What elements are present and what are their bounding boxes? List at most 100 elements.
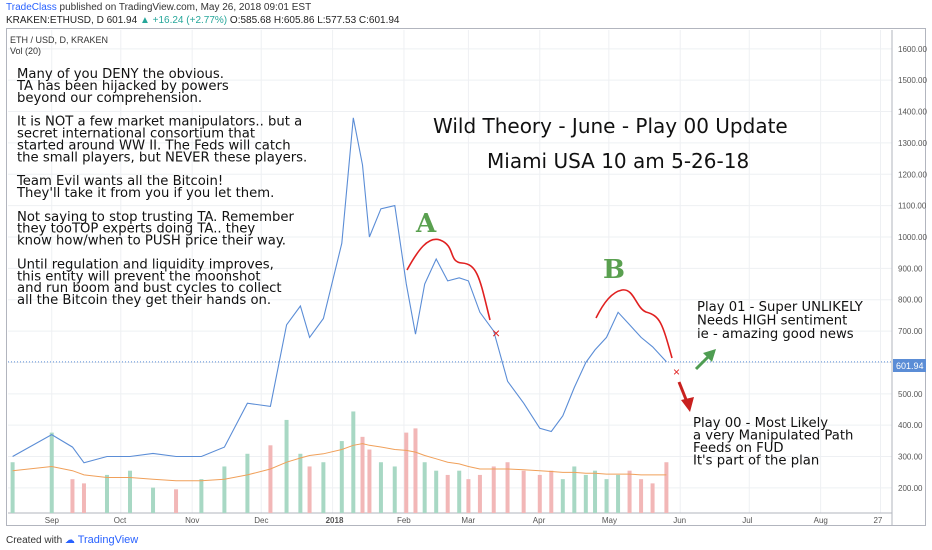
publish-info: TradeClass published on TradingView.com,… xyxy=(6,2,311,13)
volume-bar xyxy=(413,428,418,513)
commentary-text: Many of you DENY the obvious.TA has been… xyxy=(16,67,307,308)
price-line xyxy=(12,117,667,464)
footer: Created with ☁ TradingView xyxy=(6,534,138,546)
x-tick-label: Sep xyxy=(45,516,60,525)
y-tick-label: 400.00 xyxy=(898,421,923,430)
red-curve-a xyxy=(406,238,491,321)
y-tick-label: 300.00 xyxy=(898,453,923,462)
volume-bar xyxy=(457,470,462,513)
x-tick-label: Feb xyxy=(397,516,411,525)
volume-bar xyxy=(549,470,554,513)
y-tick-label: 800.00 xyxy=(898,296,923,305)
symbol-info: KRAKEN:ETHUSD, D 601.94 ▲ +16.24 (+2.77%… xyxy=(6,15,400,26)
annotation-line: a very Manipulated Path xyxy=(693,429,853,444)
volume-bar xyxy=(321,462,326,513)
volume-bars xyxy=(10,411,669,513)
volume-bar xyxy=(466,479,471,513)
last-price-marker xyxy=(893,359,926,372)
idea-title: Wild Theory - June - Play 00 Update xyxy=(433,114,788,138)
volume-bar xyxy=(604,479,609,513)
red-x-marker-b: × xyxy=(673,365,680,379)
idea-subtitle: Miami USA 10 am 5-26-18 xyxy=(487,149,749,173)
y-tick-label: 1500.00 xyxy=(898,76,927,85)
x-tick-label: Apr xyxy=(533,516,546,525)
y-tick-label: 1100.00 xyxy=(898,202,927,211)
annotation-line: It is NOT a few market manipulators.. bu… xyxy=(17,115,302,130)
volume-bar xyxy=(70,479,75,513)
volume-bar xyxy=(307,466,312,513)
volume-bar xyxy=(477,474,482,513)
volume-bar xyxy=(616,474,621,513)
legend-volume: Vol (20) xyxy=(10,46,41,56)
volume-bar xyxy=(378,462,383,513)
annotation-line: this entity will prevent the moonshot xyxy=(17,269,261,284)
x-tick-label: May xyxy=(602,516,617,525)
y-tick-label: 1400.00 xyxy=(898,108,927,117)
volume-bar xyxy=(583,474,588,513)
volume-bar xyxy=(537,474,542,513)
annotation-line: and run boom and bust cycles to collect xyxy=(17,281,282,296)
time-axis: Sep Oct Nov Dec 2018 Feb Mar Apr May Jun Jul Aug 27 xyxy=(45,516,883,525)
annotation-line: Play 00 - Most Likely xyxy=(693,416,828,431)
volume-bar xyxy=(298,453,303,513)
volume-bar xyxy=(128,470,133,513)
x-tick-label: 27 xyxy=(873,516,882,525)
volume-bar xyxy=(199,479,204,513)
x-tick-label: Jul xyxy=(742,516,752,525)
volume-bar xyxy=(81,483,86,513)
created-with-text: Created with xyxy=(6,535,63,546)
red-arrow-icon xyxy=(677,381,689,403)
annotation-line: They'll take it from you if you let them… xyxy=(16,186,274,201)
volume-bar xyxy=(422,462,427,513)
volume-bar xyxy=(284,419,289,513)
y-tick-label: 200.00 xyxy=(898,484,923,493)
volume-bar xyxy=(10,462,15,513)
volume-bar xyxy=(268,445,273,513)
annotation-line: started around WW II. The Feds will catc… xyxy=(17,138,291,153)
y-tick-label: 1300.00 xyxy=(898,139,927,148)
y-tick-label: 700.00 xyxy=(898,327,923,336)
label-a: A xyxy=(415,209,437,239)
volume-bar xyxy=(49,432,54,513)
volume-bar xyxy=(351,411,356,513)
x-tick-label: 2018 xyxy=(326,516,344,525)
volume-bar xyxy=(505,462,510,513)
red-curve-b xyxy=(595,289,673,359)
volume-bar xyxy=(639,479,644,513)
volume-bar xyxy=(560,479,565,513)
volume-bar xyxy=(222,466,227,513)
volume-bar xyxy=(104,474,109,513)
volume-bar xyxy=(627,470,632,513)
annotation-line: Not saying to stop trusting TA. Remember xyxy=(17,210,294,225)
tradingview-logo[interactable]: TradingView xyxy=(77,534,139,546)
volume-bar xyxy=(491,466,496,513)
annotation-line: Until regulation and liquidity improves, xyxy=(17,257,274,272)
volume-bar xyxy=(392,466,397,513)
annotation-line: Team Evil wants all the Bitcoin! xyxy=(16,174,223,189)
volume-ma-line xyxy=(12,443,667,482)
volume-bar xyxy=(434,470,439,513)
annotation-line: Needs HIGH sentiment xyxy=(697,314,847,329)
cloud-icon: ☁ xyxy=(64,535,75,546)
volume-bar xyxy=(445,474,450,513)
volume-bar xyxy=(650,483,655,513)
annotation-line: TA has been hijacked by powers xyxy=(16,79,229,94)
green-arrow-head-icon xyxy=(703,349,716,362)
annotation-line: beyond our comprehension. xyxy=(17,91,202,106)
x-tick-label: Aug xyxy=(814,516,828,525)
legend-symbol: ETH / USD, D, KRAKEN xyxy=(10,35,108,45)
volume-bar xyxy=(367,449,372,513)
x-tick-label: Dec xyxy=(254,516,268,525)
symbol-line: KRAKEN:ETHUSD, D 601.94 xyxy=(6,15,138,26)
author-link[interactable]: TradeClass xyxy=(6,2,57,13)
x-tick-label: Oct xyxy=(114,516,127,525)
annotation-line: It's part of the plan xyxy=(693,454,819,469)
x-tick-label: Nov xyxy=(185,516,199,525)
annotation-line: secret international consortium that xyxy=(17,127,255,142)
volume-bar xyxy=(404,432,409,513)
annotation-line: Play 01 - Super UNLIKELY xyxy=(697,300,864,315)
ohlc-values: O:585.68 H:605.86 L:577.53 C:601.94 xyxy=(229,15,400,26)
